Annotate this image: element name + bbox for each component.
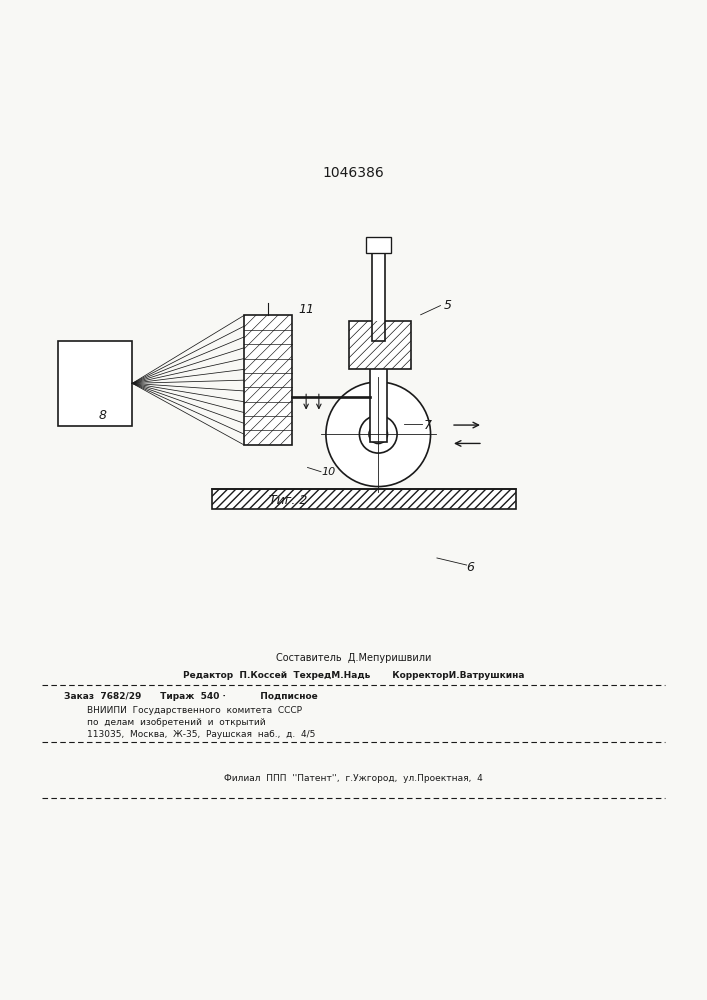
Text: по  делам  изобретений  и  открытий: по делам изобретений и открытий — [64, 718, 265, 727]
Text: 5: 5 — [444, 299, 452, 312]
Circle shape — [359, 415, 397, 453]
Bar — [366, 237, 391, 253]
Bar — [58, 341, 132, 426]
Bar — [244, 315, 292, 445]
Bar — [372, 253, 385, 341]
Bar — [244, 315, 292, 445]
Text: 1046386: 1046386 — [322, 166, 385, 180]
Bar — [370, 341, 387, 442]
Circle shape — [369, 425, 387, 444]
Text: ВНИИПИ  Государственного  комитета  СССР: ВНИИПИ Государственного комитета СССР — [64, 706, 302, 715]
Text: 11: 11 — [298, 303, 315, 316]
Text: Редактор  П.Коссей  ТехредМ.Надь       КорректорИ.Ватрушкина: Редактор П.Коссей ТехредМ.Надь Корректор… — [182, 671, 525, 680]
Circle shape — [326, 382, 431, 487]
Text: 113035,  Москва,  Ж-35,  Раушская  наб.,  д.  4/5: 113035, Москва, Ж-35, Раушская наб., д. … — [64, 730, 315, 739]
Text: 6: 6 — [467, 561, 474, 574]
Text: Составитель  Д.Мепуришвили: Составитель Д.Мепуришвили — [276, 653, 431, 663]
Text: Τиг. 2: Τиг. 2 — [269, 494, 308, 507]
Text: 7: 7 — [424, 419, 432, 432]
Text: Филиал  ППП  ''Патент'',  г.Ужгород,  ул.Проектная,  4: Филиал ППП ''Патент'', г.Ужгород, ул.Про… — [224, 774, 483, 783]
Text: Заказ  7682/29      Тираж  540 ·           Подписное: Заказ 7682/29 Тираж 540 · Подписное — [64, 692, 317, 701]
Bar — [349, 321, 411, 369]
Bar — [212, 489, 516, 509]
Text: 8: 8 — [99, 409, 107, 422]
Text: 10: 10 — [322, 467, 336, 477]
Bar — [349, 321, 411, 369]
